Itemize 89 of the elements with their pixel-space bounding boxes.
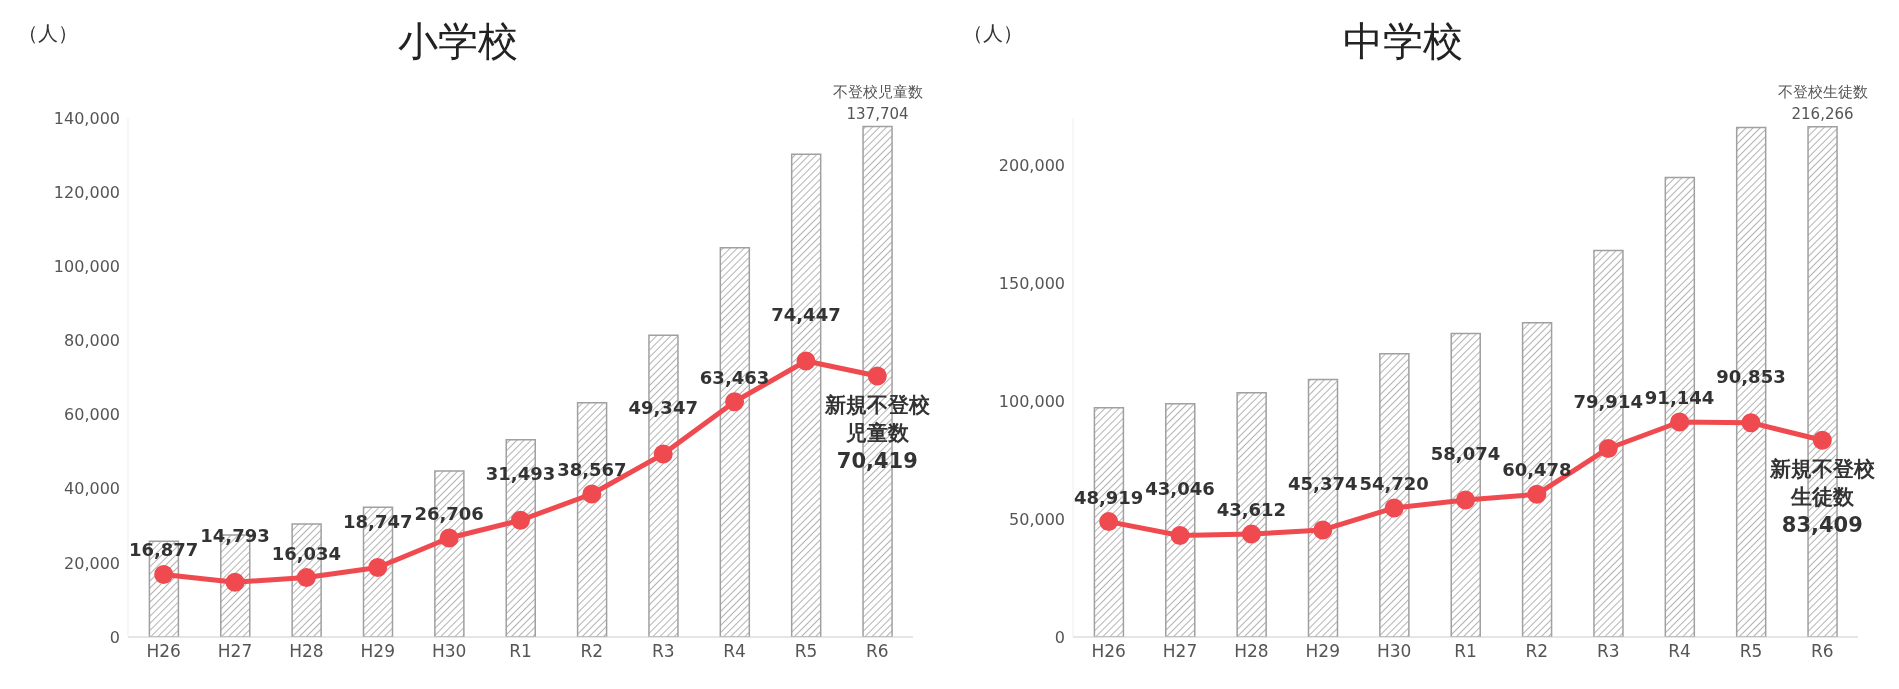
- x-tick-label: H26: [146, 641, 181, 662]
- point: [725, 392, 745, 412]
- point: [511, 510, 530, 530]
- y-tick-label: 60,000: [64, 405, 120, 425]
- series-label: 不登校生徒数: [1777, 82, 1868, 101]
- point: [1241, 524, 1261, 544]
- y-axis-title: （人）: [963, 20, 1023, 47]
- point: [1598, 438, 1618, 458]
- chart-title: 中学校: [1342, 17, 1464, 66]
- point: [1812, 430, 1832, 450]
- point: [796, 351, 816, 371]
- data-label: 31,493: [485, 463, 556, 485]
- y-tick-label: 0: [1054, 627, 1065, 647]
- point: [1741, 413, 1761, 433]
- series-label: 新規不登校生徒数: [1768, 457, 1876, 510]
- y-tick-label: 100,000: [998, 391, 1065, 411]
- y-tick-label: 50,000: [1009, 509, 1065, 529]
- point: [1384, 498, 1404, 518]
- data-label: 79,914: [1573, 391, 1643, 413]
- y-axis-title: （人）: [18, 20, 78, 47]
- x-tick-label: R2: [1525, 641, 1549, 662]
- data-label: 90,853: [1716, 365, 1786, 387]
- y-tick-label: 20,000: [64, 553, 120, 573]
- x-tick-label: H27: [217, 641, 253, 662]
- x-tick-label: R3: [1596, 641, 1620, 662]
- x-tick-label: R6: [866, 641, 889, 662]
- data-label: 26,706: [414, 503, 484, 524]
- point: [1527, 484, 1547, 504]
- data-label: 45,374: [1288, 472, 1358, 494]
- data-label: 16,877: [128, 539, 199, 561]
- y-tick-label: 100,000: [53, 256, 120, 276]
- data-label: 83,409: [1781, 513, 1863, 538]
- x-tick-label: R4: [723, 641, 746, 662]
- data-label: 43,612: [1216, 499, 1287, 521]
- x-tick-label: R1: [509, 641, 532, 662]
- point: [1099, 512, 1119, 532]
- x-tick-label: H27: [1162, 641, 1198, 662]
- point: [653, 444, 673, 464]
- data-label: 60,478: [1502, 459, 1572, 481]
- data-label: 54,720: [1359, 472, 1429, 494]
- x-tick-label: R4: [1668, 641, 1691, 662]
- y-tick-label: 120,000: [53, 182, 120, 202]
- point: [296, 568, 316, 588]
- point: [368, 558, 388, 577]
- series-label: 新規不登校児童数: [823, 392, 931, 445]
- x-tick-label: H30: [431, 641, 467, 662]
- point: [1313, 520, 1333, 540]
- y-tick-label: 140,000: [53, 108, 120, 128]
- data-label: 63,463: [699, 366, 770, 388]
- x-tick-label: H30: [1376, 641, 1412, 662]
- point: [1670, 412, 1690, 432]
- x-tick-label: H28: [1234, 641, 1269, 662]
- point: [154, 564, 174, 584]
- x-tick-label: H29: [360, 641, 395, 662]
- data-label: 43,046: [1145, 478, 1215, 500]
- point: [439, 528, 459, 548]
- y-tick-label: 40,000: [64, 479, 120, 499]
- data-label: 91,144: [1644, 386, 1715, 408]
- point: [1170, 525, 1190, 545]
- x-tick-label: H29: [1305, 641, 1340, 662]
- data-label: 58,074: [1430, 443, 1501, 464]
- data-label: 216,266: [1791, 104, 1854, 123]
- point: [867, 366, 887, 386]
- data-label: 38,567: [557, 459, 627, 481]
- chart-title: 小学校: [397, 17, 519, 66]
- x-tick-label: R6: [1811, 641, 1834, 662]
- text: 不登校児童数: [832, 82, 923, 101]
- y-tick-label: 0: [109, 627, 120, 647]
- data-label: 48,919: [1073, 486, 1144, 508]
- data-label: 49,347: [628, 397, 698, 419]
- data-label: 18,747: [343, 510, 413, 532]
- y-tick-label: 150,000: [998, 273, 1065, 293]
- x-tick-label: R2: [580, 641, 604, 662]
- x-tick-label: R5: [1739, 641, 1763, 662]
- data-label: 74,447: [771, 304, 841, 326]
- data-label: 14,793: [200, 525, 270, 547]
- x-tick-label: R3: [651, 641, 675, 662]
- x-tick-label: H26: [1091, 641, 1126, 662]
- x-tick-label: R5: [794, 641, 818, 662]
- point: [582, 484, 602, 504]
- y-tick-label: 200,000: [998, 155, 1065, 175]
- data-label: 137,704: [846, 104, 909, 123]
- point: [225, 572, 245, 592]
- point: [1456, 490, 1475, 510]
- x-tick-label: H28: [289, 641, 324, 662]
- x-tick-label: R1: [1454, 641, 1477, 662]
- y-tick-label: 80,000: [64, 331, 120, 351]
- data-label: 16,034: [271, 542, 342, 564]
- data-label: 70,419: [836, 448, 918, 473]
